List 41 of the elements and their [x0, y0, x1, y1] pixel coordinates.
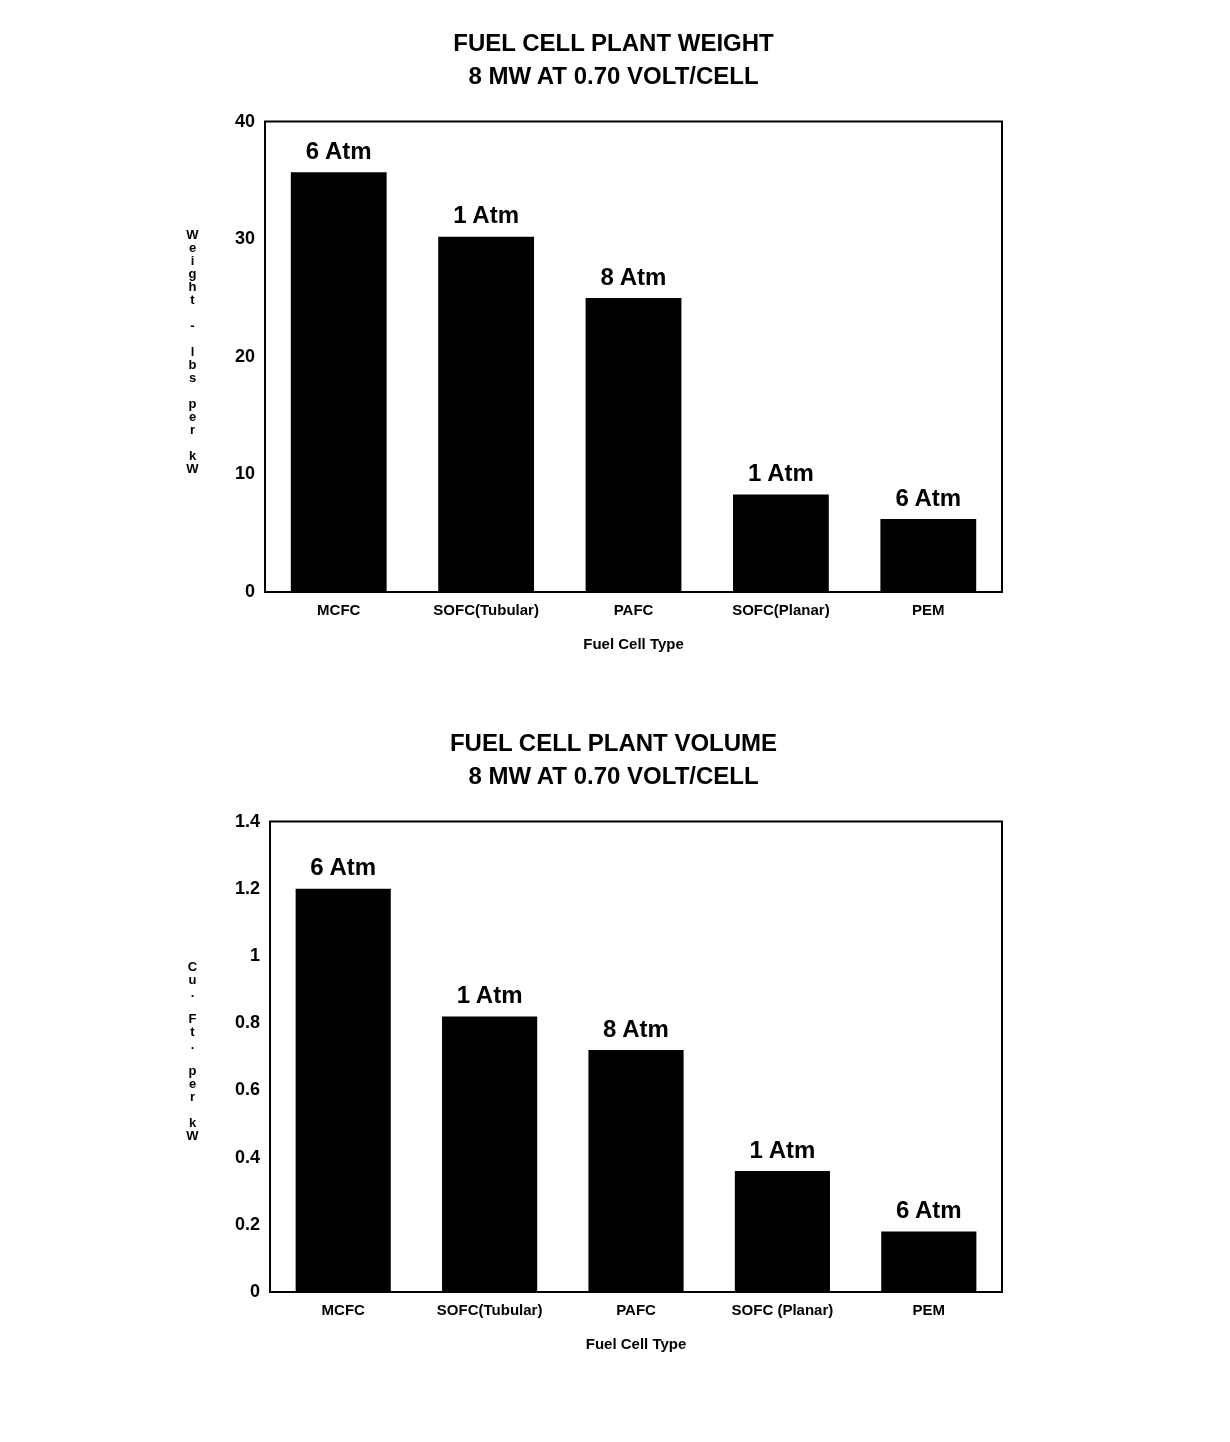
x-axis-title: Fuel Cell Type — [583, 635, 684, 653]
x-tick-label: PAFC — [613, 601, 654, 619]
annotation: 8 Atm — [600, 262, 667, 290]
y-tick-label: 10 — [234, 463, 256, 484]
y-tick-label: 0.8 — [234, 1012, 261, 1033]
y-tick-label: 20 — [234, 345, 256, 366]
x-tick-label: MCFC — [321, 1301, 366, 1319]
x-tick-label: PEM — [912, 601, 945, 619]
chart-subtitle: 8 MW AT 0.70 VOLT/CELL — [468, 761, 759, 789]
chart-title: FUEL CELL PLANT VOLUME — [449, 729, 778, 757]
y-tick-label: 1.4 — [234, 810, 261, 831]
x-tick-label: SOFC(Tubular) — [433, 601, 539, 619]
x-tick-label: SOFC(Tubular) — [436, 1301, 543, 1319]
y-axis-title: Cu. Ft. per kW — [185, 959, 200, 1141]
y-axis-title: Weight - lbs per kW — [185, 226, 200, 474]
chart-title: FUEL CELL PLANT WEIGHT — [453, 29, 775, 57]
annotation: 8 Atm — [603, 1014, 669, 1042]
y-tick-label: 30 — [234, 228, 256, 249]
x-axis-title: Fuel Cell Type — [585, 1335, 687, 1353]
y-tick-label: 0.2 — [234, 1213, 261, 1234]
annotation: 6 Atm — [310, 853, 377, 881]
x-tick-label: PAFC — [616, 1301, 657, 1319]
y-tick-label: 0.4 — [234, 1146, 261, 1167]
annotation: 1 Atm — [749, 1135, 816, 1163]
y-tick-label: 0 — [245, 580, 256, 601]
annotation: 6 Atm — [895, 1196, 962, 1224]
annotation: 1 Atm — [456, 981, 523, 1009]
annotation: 1 Atm — [748, 459, 814, 487]
chart-subtitle: 8 MW AT 0.70 VOLT/CELL — [468, 61, 759, 89]
y-tick-label: 0 — [250, 1280, 261, 1301]
annotation: 1 Atm — [453, 201, 520, 229]
y-tick-label: 1 — [250, 944, 261, 965]
x-tick-label: SOFC (Planar) — [731, 1301, 834, 1319]
y-tick-label: 40 — [234, 110, 256, 131]
annotation: 6 Atm — [895, 483, 962, 511]
x-tick-label: SOFC(Planar) — [732, 601, 830, 619]
x-tick-label: PEM — [912, 1301, 946, 1319]
y-tick-label: 0.6 — [234, 1079, 261, 1100]
annotation: 6 Atm — [305, 136, 372, 164]
y-tick-label: 1.2 — [234, 877, 261, 898]
x-tick-label: MCFC — [317, 601, 361, 619]
